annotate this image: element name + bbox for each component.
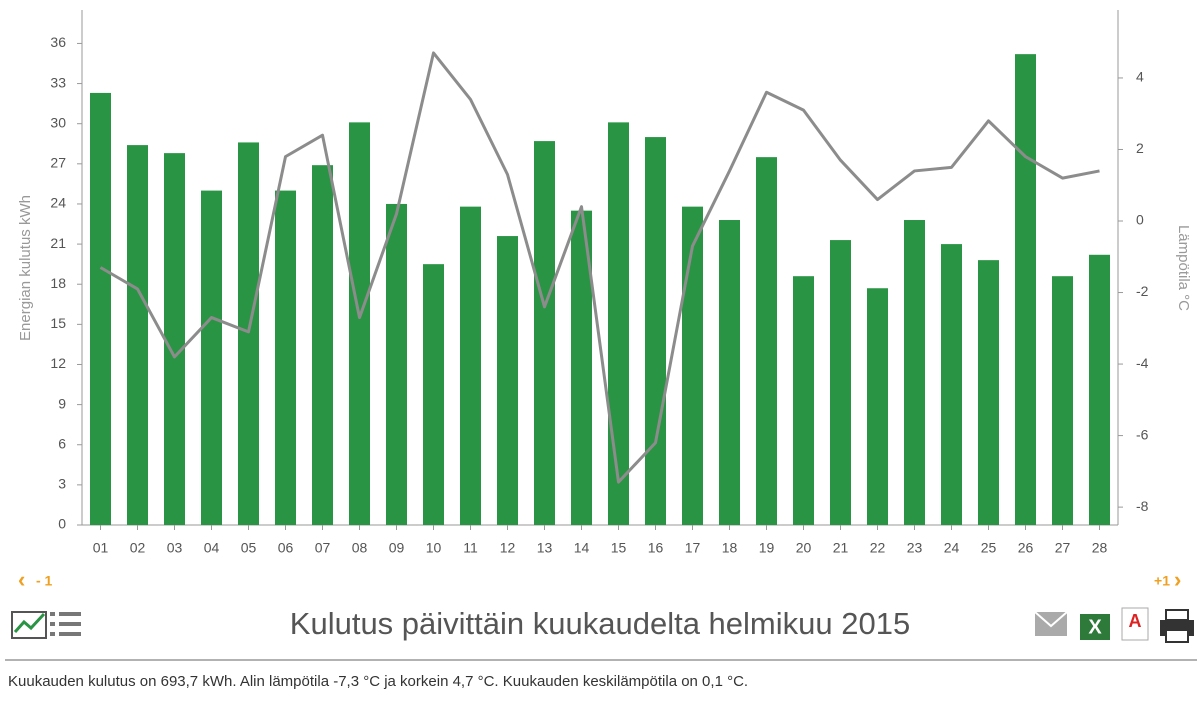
x-tick-label: 22 [870, 540, 886, 556]
bar [645, 137, 666, 525]
y-tick-label: 6 [58, 435, 66, 451]
y-axis-title: Energian kulutus kWh [17, 195, 34, 341]
x-tick-label: 04 [204, 540, 220, 556]
x-tick-label: 16 [648, 540, 664, 556]
y2-tick-label: -6 [1136, 426, 1149, 442]
y-tick-label: 18 [50, 275, 66, 291]
x-tick-label: 06 [278, 540, 294, 556]
y2-tick-label: 4 [1136, 69, 1144, 85]
bar [1052, 276, 1073, 525]
y2-tick-label: -2 [1136, 283, 1149, 299]
bar [682, 206, 703, 526]
bar [238, 142, 259, 525]
bar [941, 244, 962, 525]
y-tick-label: 21 [50, 235, 66, 251]
bar [904, 220, 925, 525]
x-tick-label: 13 [537, 540, 553, 556]
bar [349, 122, 370, 525]
x-tick-label: 11 [463, 540, 478, 556]
x-tick-label: 24 [944, 540, 960, 556]
email-icon[interactable] [1034, 611, 1068, 636]
y2-tick-label: 0 [1136, 212, 1144, 228]
prev-arrow[interactable]: ‹ [18, 567, 25, 592]
bar [534, 141, 555, 525]
y-tick-label: 27 [50, 155, 66, 171]
bar [201, 190, 222, 525]
pdf-icon[interactable]: A [1121, 607, 1149, 641]
list-view-icon[interactable] [50, 612, 81, 636]
y-tick-label: 12 [50, 355, 66, 371]
bar [1015, 54, 1036, 526]
bar [275, 190, 296, 525]
y-tick-label: 30 [50, 114, 66, 130]
y-tick-label: 15 [50, 315, 66, 331]
chart-view-icon[interactable] [11, 611, 47, 639]
bar [830, 240, 851, 525]
x-tick-label: 27 [1055, 540, 1071, 556]
x-tick-label: 01 [93, 540, 109, 556]
x-tick-label: 14 [574, 540, 590, 556]
x-tick-label: 28 [1092, 540, 1108, 556]
y-tick-label: 3 [58, 476, 66, 492]
bar [127, 145, 148, 526]
x-tick-label: 07 [315, 540, 331, 556]
svg-text:A: A [1129, 611, 1142, 631]
x-tick-label: 10 [426, 540, 442, 556]
prev-label[interactable]: - 1 [36, 573, 53, 589]
y-tick-label: 24 [50, 195, 66, 211]
next-label[interactable]: +1 [1154, 573, 1170, 589]
y2-tick-label: -8 [1136, 498, 1149, 514]
y2-tick-label: -4 [1136, 355, 1149, 371]
x-tick-label: 19 [759, 540, 775, 556]
temperature-line [99, 51, 1100, 484]
bar [867, 288, 888, 525]
bar [978, 260, 999, 525]
bar [460, 206, 481, 526]
x-tick-label: 21 [833, 540, 849, 556]
x-tick-label: 17 [685, 540, 701, 556]
bar [608, 122, 629, 525]
bar [571, 210, 592, 525]
chart-title: Kulutus päivittäin kuukaudelta helmikuu … [290, 606, 910, 641]
x-tick-label: 09 [389, 540, 405, 556]
y2-tick-label: 2 [1136, 140, 1144, 156]
x-tick-label: 20 [796, 540, 812, 556]
x-tick-label: 26 [1018, 540, 1034, 556]
x-tick-label: 25 [981, 540, 997, 556]
y-tick-label: 33 [50, 74, 66, 90]
x-tick-label: 03 [167, 540, 183, 556]
bar [719, 220, 740, 525]
x-tick-label: 12 [500, 540, 516, 556]
svg-text:X: X [1088, 616, 1102, 638]
bar [164, 153, 185, 525]
x-tick-label: 02 [130, 540, 146, 556]
excel-icon[interactable]: X [1080, 614, 1110, 640]
x-tick-label: 15 [611, 540, 627, 556]
print-icon[interactable] [1160, 609, 1194, 643]
bar [386, 203, 407, 525]
x-tick-label: 08 [352, 540, 368, 556]
summary: Kuukauden kulutus on 693,7 kWh. Alin läm… [8, 673, 748, 690]
bar [1089, 254, 1110, 525]
next-arrow[interactable]: › [1174, 567, 1181, 592]
y-tick-label: 9 [58, 395, 66, 411]
x-tick-label: 23 [907, 540, 923, 556]
x-tick-label: 18 [722, 540, 738, 556]
y-tick-label: 0 [58, 516, 66, 532]
y-tick-label: 36 [50, 34, 66, 50]
bar [497, 236, 518, 525]
bar [793, 276, 814, 525]
y2-axis-title: Lämpötila °C [1175, 225, 1192, 311]
bar [756, 157, 777, 525]
bar [90, 92, 111, 526]
bar [312, 165, 333, 526]
x-tick-label: 05 [241, 540, 257, 556]
bar [423, 264, 444, 525]
